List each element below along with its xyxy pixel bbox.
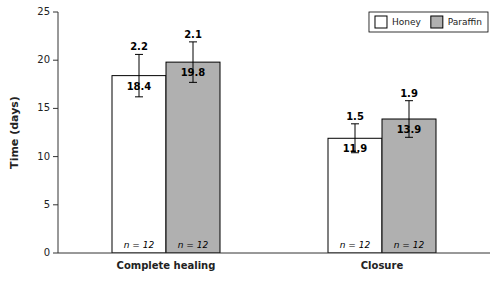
chart-container: 0 5 10 15 20 25 Time (days) 2.2 18.4 n = 12 1.5 11.… [0,0,500,281]
legend-box [369,12,488,32]
error-label: 2.1 [184,29,202,40]
bars [112,42,436,253]
value-label: 13.9 [397,124,422,135]
y-tick [53,156,58,157]
y-axis-line [58,12,59,253]
y-axis-label: Time (days) [8,96,21,169]
bar [166,62,220,253]
value-label: 19.8 [181,67,206,78]
x-tick-label: Complete healing [117,260,216,271]
x-axis-line [58,253,490,254]
error-label: 1.5 [346,111,364,122]
chart: 0 5 10 15 20 25 Time (days) 2.2 18.4 n = 12 1.5 11.… [0,0,500,281]
y-tick-label: 0 [44,247,50,258]
bar [328,138,382,253]
annotation: n = 12 [394,240,425,250]
y-tick-label: 15 [37,102,50,113]
legend-swatch [375,16,387,28]
x-tick-label: Closure [361,260,404,271]
annotation: n = 12 [178,240,209,250]
annotation: n = 12 [340,240,371,250]
y-tick-label: 5 [44,199,50,210]
y-tick [53,253,58,254]
legend-label: Honey [392,17,422,27]
error-label: 2.2 [130,41,148,52]
y-tick-label: 25 [37,6,50,17]
y-tick-label: 20 [37,54,50,65]
labels: 2.2 18.4 n = 12 1.5 11.9 n = 12 2.1 19.8 n = 12 1… [124,29,425,250]
y-tick [53,60,58,61]
bar [112,76,166,253]
y-tick-label: 10 [37,151,50,162]
legend-swatch [431,16,443,28]
y-tick [53,204,58,205]
y-tick [53,108,58,109]
annotation: n = 12 [124,240,155,250]
value-label: 18.4 [127,81,152,92]
legend-label: Paraffin [448,17,482,27]
bar [382,119,436,253]
y-tick [53,12,58,13]
value-label: 11.9 [343,143,368,154]
legend: Honey Paraffin [369,12,488,32]
y-axis: 0 5 10 15 20 25 [37,6,58,258]
error-label: 1.9 [400,88,418,99]
